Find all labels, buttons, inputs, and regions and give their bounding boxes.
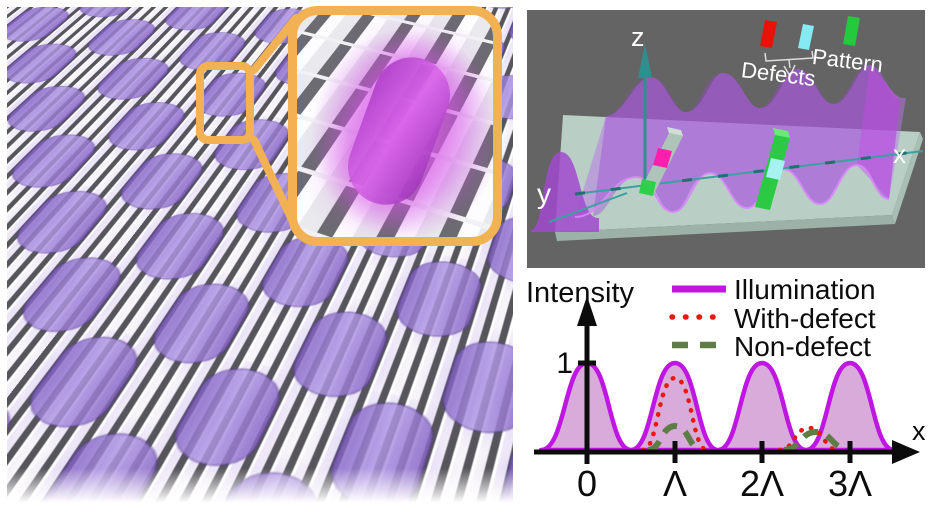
chart-axes — [534, 320, 896, 464]
legend-label-with-defect: With-defect — [734, 303, 876, 334]
illumination-schematic-panel: z x y Defects Pattern — [527, 10, 925, 270]
defects-arrow-icon — [783, 64, 796, 78]
defects-bracket — [764, 50, 814, 62]
non-defect-curve — [647, 422, 849, 453]
zoom-callout-rect — [196, 62, 254, 144]
illumination-curve — [538, 360, 897, 453]
x-axis-dashes — [574, 149, 924, 196]
y-axis-arrow-icon — [577, 296, 597, 326]
legend-label-non-defect: Non-defect — [734, 331, 871, 362]
illumination-wave-surface — [531, 65, 906, 232]
y-axis-line — [548, 192, 628, 223]
z-axis-arrow-icon — [638, 44, 652, 78]
green-pattern-swatch — [843, 16, 860, 46]
magnified-inset — [288, 6, 502, 246]
x-axis-label: x — [912, 416, 926, 446]
with-defect-curve — [640, 375, 841, 453]
intensity-chart-panel: Intensity 1 x 0 Λ 2Λ 3Λ Illumination Wit… — [520, 268, 944, 514]
axes — [548, 44, 924, 223]
pattern-bar — [755, 128, 790, 210]
defects-bracket-stem — [788, 59, 791, 69]
cyan-defect-marker — [766, 158, 785, 180]
x-tick-label-0: 0 — [577, 463, 597, 504]
magenta-defect-marker — [653, 148, 672, 168]
bar-with-defect — [639, 127, 683, 196]
legend-label-illumination: Illumination — [734, 274, 876, 305]
red-defect-swatch — [760, 20, 777, 48]
x-axis-arrow-icon — [892, 440, 920, 464]
intensity-axis-label: Intensity — [526, 277, 634, 309]
x-tick-label-3lambda: 3Λ — [828, 463, 872, 504]
x-axis-label: x — [893, 139, 906, 169]
x-tick-label-2lambda: 2Λ — [740, 463, 784, 504]
cyan-defect-swatch — [798, 24, 814, 50]
pattern-render-panel — [0, 0, 520, 514]
y-axis-label: y — [537, 178, 551, 209]
schematic-legend — [760, 16, 860, 78]
y-tick-label-1: 1 — [556, 347, 573, 380]
x-tick-label-lambda: Λ — [663, 463, 687, 504]
z-axis-label: z — [631, 22, 645, 52]
chart-legend: Illumination With-defect Non-defect — [669, 274, 876, 362]
